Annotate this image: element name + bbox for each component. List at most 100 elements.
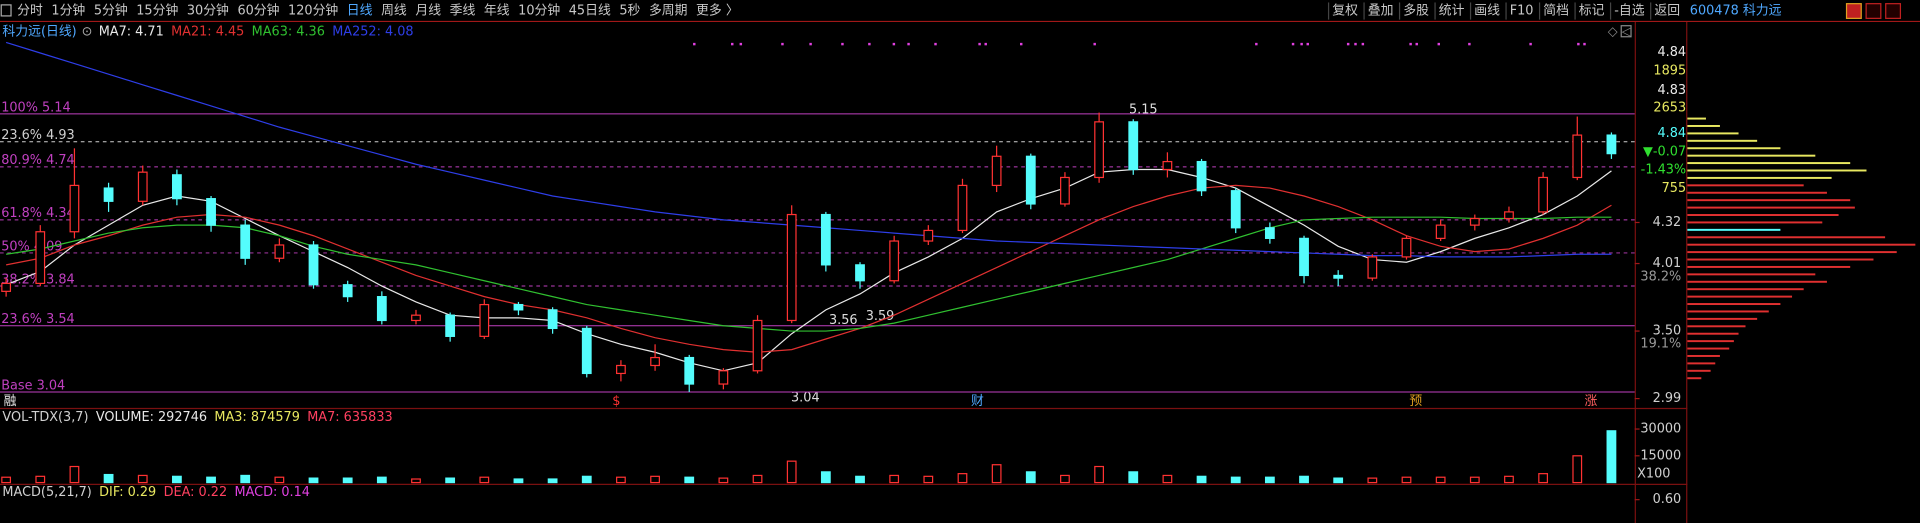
- y-tick-label: 15000: [1640, 448, 1681, 463]
- candle-body: [991, 155, 1002, 187]
- volume-bar: [820, 471, 831, 484]
- candle-body: [103, 187, 114, 202]
- candle-body: [1264, 227, 1275, 239]
- event-label: 预: [1409, 394, 1422, 409]
- event-dot: [1291, 42, 1295, 46]
- icon[interactable]: [1620, 25, 1632, 38]
- price-annotation: 3.04: [791, 391, 820, 406]
- volume-bar: [274, 476, 285, 484]
- period-tab[interactable]: 月线: [415, 4, 441, 19]
- period-tab[interactable]: 15分钟: [136, 3, 178, 19]
- candle-body: [172, 174, 182, 200]
- volume-profile-bar: [1687, 132, 1739, 135]
- ma-line: [5, 168, 1612, 372]
- tool-button[interactable]: F10: [1510, 4, 1534, 19]
- event-dot: [841, 42, 844, 46]
- period-tab[interactable]: 45日线: [569, 4, 611, 19]
- tool-button[interactable]: 复权: [1332, 3, 1358, 19]
- period-tab[interactable]: 5秒: [619, 4, 640, 19]
- event-dot: [1415, 42, 1418, 46]
- quote-label: 4.83: [1658, 83, 1687, 98]
- tool-button[interactable]: 统计: [1439, 4, 1465, 19]
- volume-bar: [684, 476, 695, 484]
- icon[interactable]: [1845, 3, 1862, 19]
- volume-bar: [1196, 475, 1207, 484]
- period-tab[interactable]: 周线: [381, 4, 407, 19]
- tool-button[interactable]: 返回: [1654, 4, 1680, 19]
- event-dot: [781, 42, 784, 46]
- event-label: 涨: [1584, 394, 1597, 409]
- period-tab[interactable]: 分时: [17, 4, 43, 19]
- candle-body: [35, 231, 46, 285]
- volume-bar: [411, 478, 421, 484]
- tool-button[interactable]: 叠加: [1368, 4, 1394, 19]
- quote-label: 2653: [1653, 100, 1686, 115]
- period-tab[interactable]: 更多 〉: [696, 4, 739, 19]
- candle-body: [1299, 237, 1309, 277]
- tool-button[interactable]: 画线: [1474, 4, 1500, 19]
- icon[interactable]: [1885, 3, 1902, 19]
- event-dot: [1306, 42, 1309, 46]
- period-tab[interactable]: 年线: [484, 4, 510, 19]
- period-tab[interactable]: 10分钟: [518, 3, 560, 19]
- volume-bar: [718, 477, 729, 484]
- fib-label: 23.6% 3.54: [1, 312, 74, 327]
- quote-label: 19.1%: [1640, 337, 1681, 352]
- candle-body: [308, 244, 319, 286]
- quote-label: -1.43%: [1641, 163, 1686, 178]
- period-tab[interactable]: 60分钟: [237, 3, 279, 19]
- fib-label: 80.9% 4.74: [1, 153, 74, 168]
- period-tab[interactable]: 1分钟: [51, 3, 85, 19]
- quote-label: 4.84: [1658, 126, 1687, 141]
- volume-bar: [445, 477, 456, 484]
- volume-profile-bar: [1687, 325, 1746, 328]
- event-dot: [1437, 42, 1440, 46]
- fib-label: Base 3.04: [1, 378, 65, 393]
- menu-icon[interactable]: [0, 4, 12, 17]
- volume-bar: [342, 477, 353, 484]
- volume-profile-bar: [1687, 125, 1720, 127]
- period-tab[interactable]: 30分钟: [187, 3, 229, 19]
- period-tab[interactable]: 120分钟: [288, 3, 338, 19]
- y-tick-label: 30000: [1640, 422, 1681, 437]
- icon[interactable]: [1865, 3, 1882, 19]
- volume-bar: [957, 473, 968, 484]
- candle-body: [445, 314, 456, 337]
- chart-title: 科力远(日线): [2, 24, 76, 39]
- y-tick-label: 4.32: [1653, 215, 1682, 230]
- icon[interactable]: ◇ ◁: [1608, 24, 1632, 39]
- period-tab[interactable]: 5分钟: [94, 3, 128, 19]
- volume-bar: [1504, 475, 1514, 484]
- tool-button[interactable]: -自选: [1614, 4, 1644, 19]
- event-dot: [1354, 42, 1357, 46]
- volume-bar: [1572, 455, 1583, 484]
- period-tab[interactable]: 日线: [347, 4, 373, 19]
- event-dot: [907, 42, 910, 46]
- volume-profile-bar: [1687, 221, 1823, 224]
- volume-bar: [1162, 474, 1173, 484]
- legend-entry: MA21: 4.45: [171, 24, 244, 39]
- volume-profile-bar: [1687, 377, 1702, 380]
- pane-title: MACD(5,21,7): [2, 485, 91, 500]
- volume-profile-bar: [1687, 288, 1804, 291]
- volume-profile-bar: [1687, 139, 1758, 142]
- quote-label: 1895: [1653, 64, 1686, 79]
- volume-profile-bar: [1687, 162, 1851, 165]
- event-dot: [809, 42, 812, 46]
- event-dot: [1577, 42, 1580, 46]
- volume-bar: [137, 474, 148, 484]
- pane-title: VOL-TDX(3,7): [2, 410, 88, 425]
- period-tab[interactable]: 季线: [450, 4, 476, 19]
- volume-profile-bar: [1687, 295, 1793, 298]
- volume-bar: [786, 460, 797, 484]
- period-tab[interactable]: 多周期: [649, 4, 688, 19]
- tool-button[interactable]: 多股: [1403, 4, 1429, 19]
- tool-button[interactable]: 标记: [1579, 4, 1605, 19]
- candle-body: [1333, 274, 1344, 279]
- volume-profile-bar: [1687, 280, 1827, 283]
- volume-profile-bar: [1687, 362, 1716, 365]
- volume-bar: [1025, 471, 1036, 484]
- tool-button[interactable]: 简档: [1543, 4, 1569, 19]
- event-label: $: [612, 394, 620, 409]
